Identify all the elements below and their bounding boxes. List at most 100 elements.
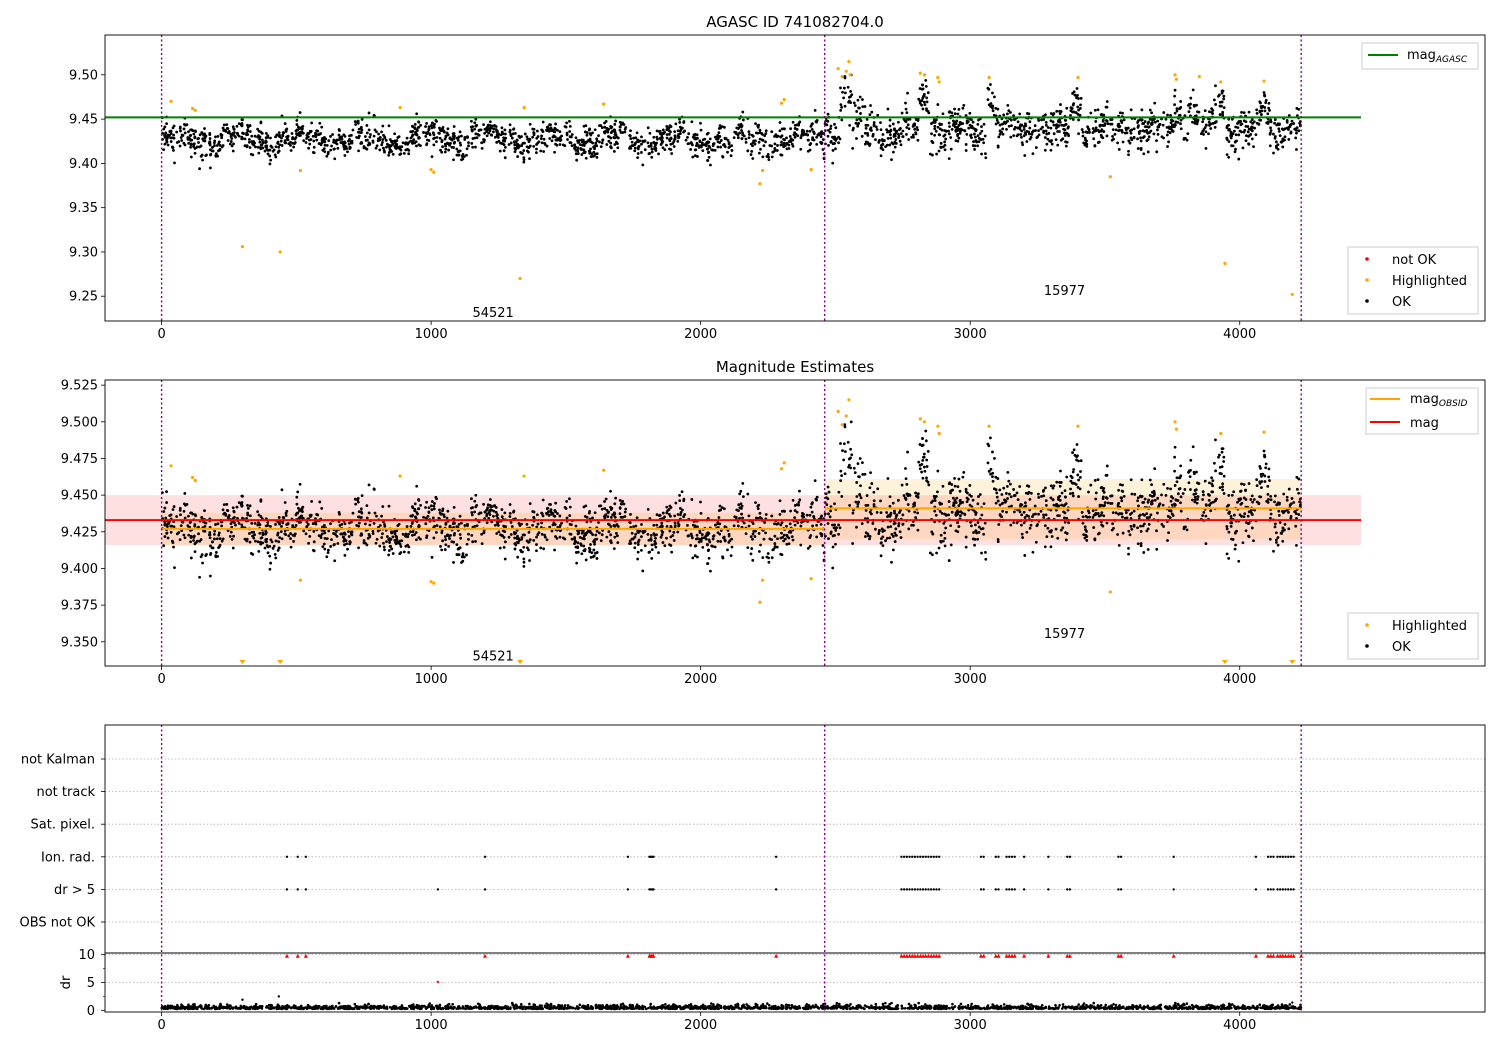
- ok-point: [1112, 137, 1115, 141]
- ok-point: [1263, 109, 1267, 113]
- ok-point: [485, 126, 489, 130]
- ok-point: [1269, 126, 1272, 130]
- ok-point: [411, 141, 414, 145]
- ok-point: [857, 500, 861, 504]
- ok-point: [717, 127, 721, 130]
- ok-point: [891, 150, 895, 154]
- ok-point: [1031, 152, 1035, 156]
- ok-point: [706, 141, 710, 145]
- ok-point: [1139, 139, 1143, 143]
- ok-point: [1297, 107, 1301, 111]
- ok-point: [1127, 153, 1130, 157]
- ok-point: [283, 139, 287, 143]
- ok-point: [1195, 122, 1199, 126]
- ok-point: [274, 539, 278, 543]
- ok-point: [527, 548, 530, 552]
- ok-point: [335, 534, 339, 538]
- ok-point: [650, 155, 654, 159]
- ok-point: [1037, 129, 1040, 133]
- ok-point: [864, 126, 868, 130]
- ok-point: [947, 559, 951, 562]
- ok-point: [415, 128, 419, 132]
- ok-point: [1102, 487, 1106, 490]
- ok-point: [1044, 499, 1048, 503]
- ok-point: [833, 502, 836, 506]
- ok-point: [415, 484, 419, 488]
- ok-point: [519, 550, 523, 554]
- ok-point: [191, 512, 195, 516]
- ok-point: [200, 131, 204, 134]
- ok-point: [828, 130, 832, 134]
- ok-point: [1117, 129, 1121, 133]
- ok-point: [737, 509, 740, 512]
- ok-point: [744, 532, 748, 536]
- ok-point: [816, 133, 820, 137]
- ok-point: [1086, 127, 1090, 130]
- ok-point: [467, 141, 470, 145]
- ok-point: [866, 133, 870, 137]
- ok-point: [1160, 523, 1164, 526]
- ok-point: [924, 84, 928, 88]
- ok-point: [427, 506, 431, 510]
- ok-point: [1066, 508, 1070, 512]
- ok-point: [705, 147, 709, 151]
- ok-point: [927, 483, 931, 487]
- ok-point: [493, 523, 497, 527]
- ok-point: [636, 550, 640, 554]
- ok-point: [343, 553, 347, 557]
- ok-point: [758, 137, 762, 141]
- ok-point: [649, 533, 653, 537]
- ok-point: [1156, 496, 1160, 500]
- ok-point: [681, 126, 684, 130]
- ok-point: [1139, 146, 1143, 150]
- ok-point: [470, 513, 474, 517]
- ok-point: [998, 503, 1002, 507]
- ok-point: [425, 500, 428, 504]
- ok-point: [718, 124, 722, 128]
- ok-point: [1136, 137, 1139, 141]
- legend-not-ok-swatch: [1365, 257, 1369, 261]
- ok-point: [933, 133, 937, 137]
- ok-point: [1204, 503, 1208, 507]
- ok-point: [1234, 125, 1238, 129]
- ok-point: [874, 138, 877, 142]
- ok-point: [916, 492, 920, 496]
- ok-point: [657, 551, 660, 555]
- ok-point: [367, 128, 371, 132]
- ok-point: [591, 516, 594, 520]
- ok-point: [771, 150, 775, 154]
- ok-point: [799, 147, 803, 151]
- ok-point: [746, 492, 750, 496]
- ok-point: [168, 514, 172, 518]
- ok-point: [528, 538, 532, 542]
- ok-point: [609, 525, 613, 528]
- ok-point: [747, 130, 751, 134]
- ok-point: [916, 138, 920, 142]
- ok-point: [1187, 110, 1191, 114]
- ok-point: [1105, 464, 1109, 468]
- ok-point: [1209, 509, 1213, 513]
- ok-point: [937, 149, 941, 153]
- ok-point: [1091, 516, 1095, 519]
- ok-point: [840, 118, 844, 122]
- ok-point: [390, 150, 394, 153]
- ok-point: [535, 535, 538, 539]
- ok-point: [797, 123, 801, 127]
- ok-point: [1120, 489, 1124, 493]
- ok-point: [443, 548, 447, 551]
- ok-point: [220, 136, 224, 140]
- ok-point: [1171, 496, 1175, 500]
- ok-point: [875, 128, 879, 131]
- ok-point: [387, 124, 391, 128]
- ok-point: [304, 532, 308, 536]
- ok-point: [513, 131, 517, 135]
- ok-point: [284, 511, 288, 515]
- ok-point: [447, 148, 451, 152]
- ok-point: [741, 118, 745, 122]
- ok-point: [805, 513, 809, 517]
- ok-point: [938, 133, 942, 137]
- ok-point: [1043, 524, 1047, 528]
- ok-point: [485, 514, 489, 518]
- ok-point: [922, 465, 926, 469]
- ok-point: [1247, 134, 1250, 138]
